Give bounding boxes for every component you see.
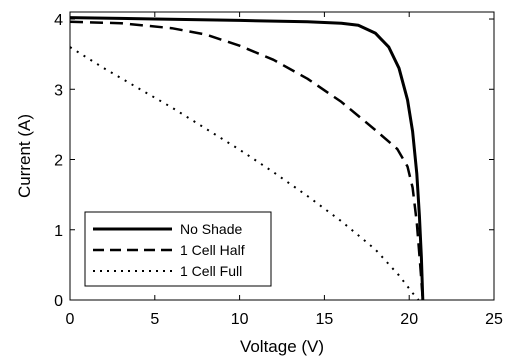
series-layer [69, 16, 425, 301]
series-line-1-cell-full [69, 46, 420, 301]
axis-ticks: 0 5 10 15 20 25 0 1 2 3 4 [54, 12, 503, 328]
x-tick-label: 5 [150, 311, 159, 328]
x-tick-label: 15 [316, 311, 334, 328]
y-tick-label: 3 [54, 82, 63, 99]
y-axis-title: Current (A) [15, 114, 34, 198]
series-line-no-shade [69, 16, 425, 301]
y-tick-label: 0 [54, 293, 63, 310]
x-tick-label: 0 [66, 311, 75, 328]
x-tick-label: 20 [400, 311, 418, 328]
legend-label-1-cell-half: 1 Cell Half [180, 242, 245, 258]
y-tick-label: 1 [54, 223, 63, 240]
x-tick-label: 10 [231, 311, 249, 328]
series-line-1-cell-half [69, 20, 425, 301]
legend-label-1-cell-full: 1 Cell Full [180, 263, 242, 279]
legend-label-no-shade: No Shade [180, 221, 242, 237]
x-axis-title: Voltage (V) [240, 337, 324, 356]
y-tick-label: 2 [54, 153, 63, 170]
x-tick-label: 25 [485, 311, 503, 328]
y-tick-label: 4 [54, 12, 63, 29]
legend: No Shade 1 Cell Half 1 Cell Full [84, 211, 272, 287]
